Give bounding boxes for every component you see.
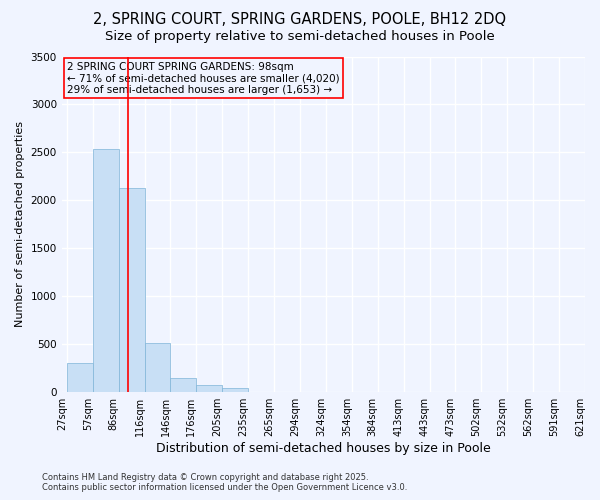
Text: 2 SPRING COURT SPRING GARDENS: 98sqm
← 71% of semi-detached houses are smaller (: 2 SPRING COURT SPRING GARDENS: 98sqm ← 7… <box>67 62 340 94</box>
Bar <box>196 385 222 392</box>
Text: Size of property relative to semi-detached houses in Poole: Size of property relative to semi-detach… <box>105 30 495 43</box>
X-axis label: Distribution of semi-detached houses by size in Poole: Distribution of semi-detached houses by … <box>156 442 491 455</box>
Bar <box>67 363 93 392</box>
Text: Contains HM Land Registry data © Crown copyright and database right 2025.
Contai: Contains HM Land Registry data © Crown c… <box>42 473 407 492</box>
Bar <box>119 188 145 392</box>
Bar <box>93 148 119 392</box>
Bar <box>170 378 196 392</box>
Bar <box>222 388 248 392</box>
Y-axis label: Number of semi-detached properties: Number of semi-detached properties <box>15 122 25 328</box>
Text: 2, SPRING COURT, SPRING GARDENS, POOLE, BH12 2DQ: 2, SPRING COURT, SPRING GARDENS, POOLE, … <box>94 12 506 28</box>
Bar <box>145 344 170 392</box>
